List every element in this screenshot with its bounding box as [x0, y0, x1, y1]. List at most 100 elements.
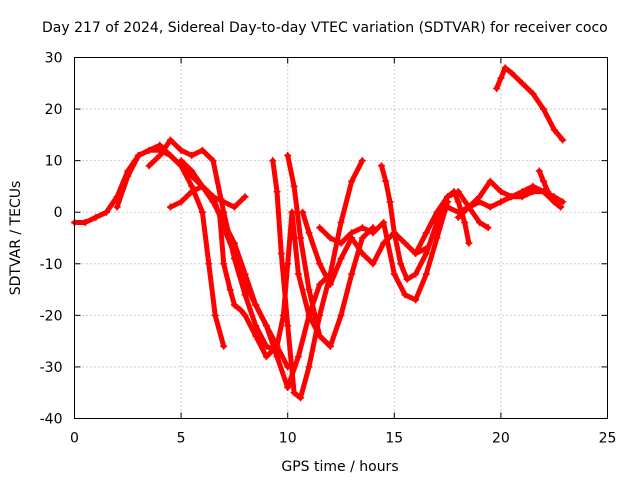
data-point-marker [412, 296, 420, 304]
grid-lines [74, 57, 608, 419]
data-point-marker [166, 151, 174, 159]
data-point-marker [382, 177, 390, 185]
data-point-marker [230, 239, 238, 247]
data-point-marker [444, 193, 452, 201]
data-point-marker [450, 188, 458, 196]
y-tick-label: 30 [45, 51, 63, 67]
data-point-marker [81, 219, 89, 227]
data-point-marker [198, 182, 206, 190]
data-point-marker [273, 188, 281, 196]
y-tick-label: -20 [40, 308, 63, 324]
data-point-marker [252, 332, 260, 340]
series-arc-10 [316, 198, 452, 304]
series-line [146, 137, 280, 354]
data-point-marker [294, 270, 302, 278]
data-point-marker [433, 234, 441, 242]
data-point-marker [273, 353, 281, 361]
data-point-marker [497, 74, 505, 82]
data-point-marker [390, 229, 398, 237]
data-point-marker [316, 332, 324, 340]
data-point-marker [156, 151, 164, 159]
data-point-marker [205, 260, 213, 268]
data-point-marker [508, 69, 516, 77]
x-tick-label: 25 [599, 431, 617, 447]
data-point-marker [326, 342, 334, 350]
data-point-marker [486, 177, 494, 185]
data-point-marker [326, 234, 334, 242]
data-point-marker [484, 224, 492, 232]
data-point-marker [305, 286, 313, 294]
data-point-marker [215, 208, 223, 216]
data-point-marker [252, 301, 260, 309]
data-point-marker [369, 229, 377, 237]
data-point-marker [461, 219, 469, 227]
data-point-marker [177, 198, 185, 206]
data-point-marker [529, 188, 537, 196]
y-axis-title: SDTVAR / TECUs [8, 181, 24, 296]
data-point-marker [486, 203, 494, 211]
y-tick-label: 10 [45, 154, 63, 170]
data-point-marker [316, 280, 324, 288]
data-point-marker [113, 203, 121, 211]
data-point-marker [284, 151, 292, 159]
data-point-marker [241, 270, 249, 278]
plot-frame [74, 57, 608, 419]
data-point-marker [508, 193, 516, 201]
data-point-marker [145, 162, 153, 170]
data-point-marker [294, 353, 302, 361]
data-point-marker [166, 203, 174, 211]
data-point-marker [401, 291, 409, 299]
data-point-marker [454, 213, 462, 221]
data-point-marker [188, 151, 196, 159]
series-arc-3 [145, 136, 281, 355]
data-point-marker [535, 167, 543, 175]
data-point-marker [290, 389, 298, 397]
y-tick-label: -10 [40, 257, 63, 273]
data-point-marker [369, 260, 377, 268]
y-tick-labels: 30 20 10 0 -10 -20 -30 -40 [40, 51, 63, 428]
data-point-marker [433, 219, 441, 227]
data-point-marker [226, 286, 234, 294]
data-point-marker [288, 208, 296, 216]
data-point-marker [337, 255, 345, 263]
x-axis-title: GPS time / hours [281, 459, 398, 475]
series-line [285, 153, 376, 349]
data-point-marker [380, 219, 388, 227]
data-point-marker [241, 193, 249, 201]
data-point-marker [390, 270, 398, 278]
data-point-marker [269, 157, 277, 165]
data-point-marker [220, 260, 228, 268]
series-arc-7 [269, 157, 366, 402]
series-line [300, 209, 429, 287]
x-tick-labels: 0 5 10 15 20 25 [70, 431, 616, 447]
data-point-marker [444, 203, 452, 211]
data-point-marker [188, 167, 196, 175]
data-point-marker [476, 193, 484, 201]
data-point-marker [550, 198, 558, 206]
data-point-marker [550, 126, 558, 134]
data-point-marker [262, 322, 270, 330]
data-point-marker [134, 151, 142, 159]
data-point-marker [177, 146, 185, 154]
data-point-marker [177, 157, 185, 165]
y-tick-label: 0 [54, 205, 63, 221]
data-point-marker [476, 219, 484, 227]
data-point-marker [348, 270, 356, 278]
data-point-marker [102, 208, 110, 216]
data-point-marker [358, 249, 366, 257]
data-point-marker [296, 394, 304, 402]
data-point-marker [326, 280, 334, 288]
data-point-marker [557, 203, 565, 211]
data-point-marker [230, 301, 238, 309]
data-point-marker [124, 172, 132, 180]
series-line [114, 147, 227, 349]
data-point-marker [465, 239, 473, 247]
data-series-group [71, 64, 567, 402]
series-arc-16 [493, 64, 567, 144]
data-point-marker [518, 79, 526, 87]
data-point-marker [378, 162, 386, 170]
data-point-marker [337, 239, 345, 247]
data-point-marker [403, 275, 411, 283]
series-arc-5 [177, 157, 292, 371]
data-point-marker [188, 188, 196, 196]
